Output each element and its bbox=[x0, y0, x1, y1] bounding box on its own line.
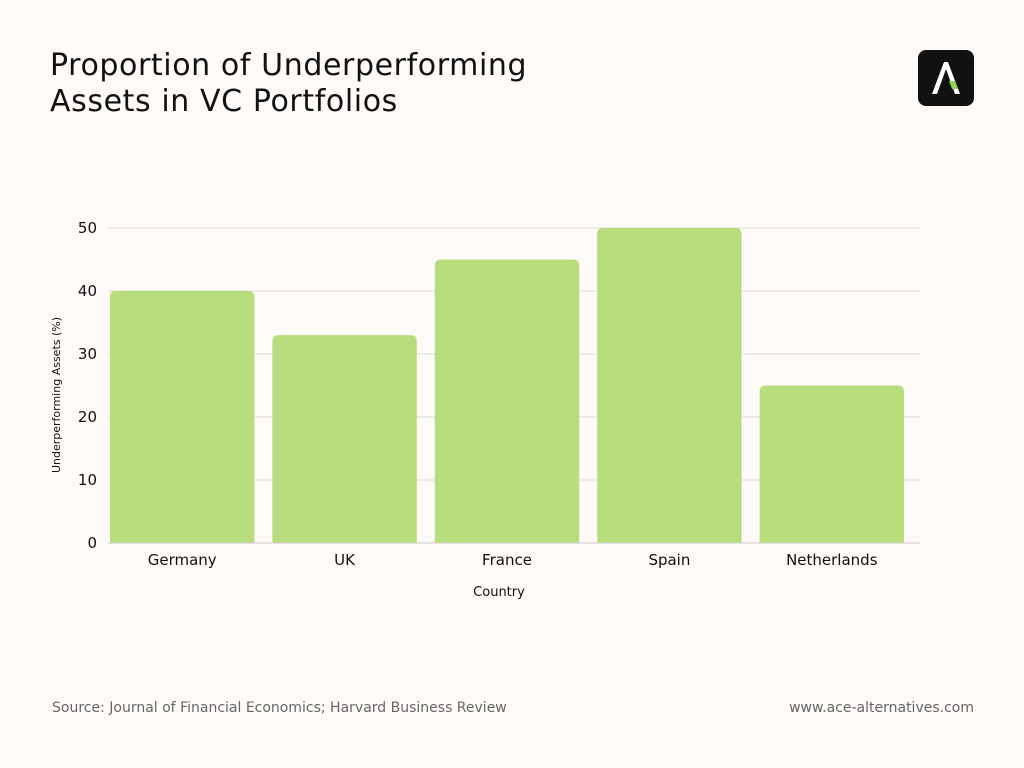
bar-spain bbox=[597, 228, 742, 543]
x-tick-label: Germany bbox=[148, 551, 217, 569]
y-tick-label: 50 bbox=[78, 219, 97, 237]
website-link[interactable]: www.ace-alternatives.com bbox=[789, 700, 974, 716]
bar-netherlands bbox=[759, 385, 904, 543]
bar-germany bbox=[110, 291, 255, 543]
chart-title-line-2: Assets in VC Portfolios bbox=[50, 84, 398, 119]
y-tick-label: 40 bbox=[78, 282, 97, 300]
source-note: Source: Journal of Financial Economics; … bbox=[52, 700, 507, 716]
y-tick-label: 10 bbox=[78, 471, 97, 489]
y-tick-label: 30 bbox=[78, 345, 97, 363]
ace-alternatives-logo-icon bbox=[918, 50, 974, 106]
x-tick-label: Spain bbox=[648, 551, 690, 569]
bars bbox=[110, 228, 904, 543]
x-tick-label: UK bbox=[334, 551, 356, 569]
bar-france bbox=[434, 259, 580, 543]
x-tick-label: France bbox=[482, 551, 532, 569]
y-tick-label: 20 bbox=[78, 408, 97, 426]
chart-title-line-1: Proportion of Underperforming bbox=[50, 48, 528, 83]
bar-uk bbox=[272, 335, 417, 543]
y-axis-label: Underperforming Assets (%) bbox=[50, 317, 63, 473]
y-tick-label: 0 bbox=[87, 534, 97, 552]
x-axis-tick-labels: Germany UK France Spain Netherlands bbox=[148, 551, 878, 569]
x-tick-label: Netherlands bbox=[786, 551, 878, 569]
x-axis-label: Country bbox=[473, 585, 525, 600]
y-axis-tick-labels: 0 10 20 30 40 50 bbox=[78, 219, 97, 552]
bar-chart: 0 10 20 30 40 50 Germany UK France Spain Netherla… bbox=[50, 219, 920, 600]
chart-title: Proportion of Underperforming Assets in … bbox=[50, 48, 610, 120]
